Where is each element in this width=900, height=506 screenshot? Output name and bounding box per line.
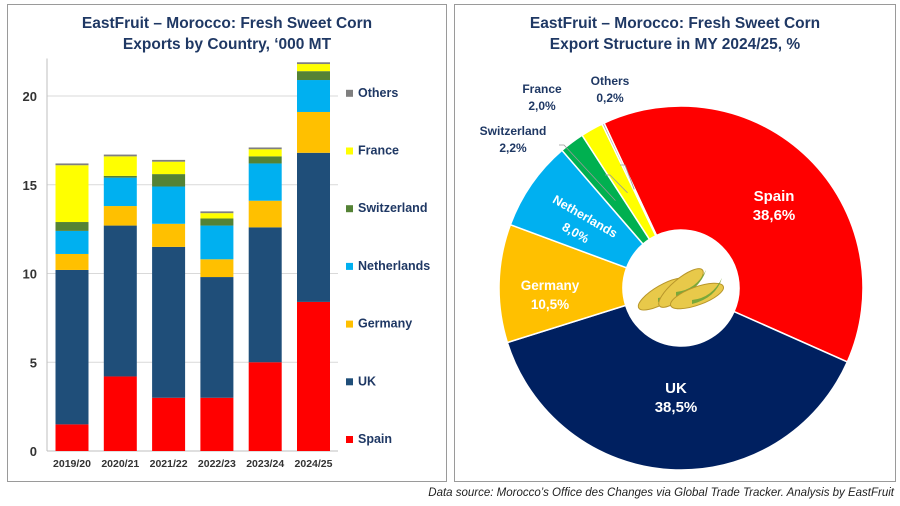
bar-segment-germany xyxy=(152,223,186,247)
bar-segment-spain xyxy=(248,362,282,451)
legend-swatch xyxy=(346,378,353,386)
bar-segment-netherlands xyxy=(248,163,282,201)
slice-label-name: Switzerland xyxy=(480,124,547,138)
slice-label-value: 0,2% xyxy=(596,91,624,105)
corn-image xyxy=(637,268,724,311)
bar-segment-germany xyxy=(200,259,234,278)
slice-label-value: 38,6% xyxy=(753,207,796,224)
bar-segment-others xyxy=(248,147,282,150)
y-tick-label: 15 xyxy=(23,178,37,193)
bar-segment-switzerland xyxy=(200,218,234,226)
legend-swatch xyxy=(346,147,353,155)
bar-segment-germany xyxy=(248,200,282,228)
y-tick-label: 5 xyxy=(30,355,37,370)
legend-label: Others xyxy=(358,86,398,100)
bar-segment-netherlands xyxy=(297,80,330,112)
slice-label-name: Germany xyxy=(521,278,580,293)
pie-title-line2: Export Structure in MY 2024/25, % xyxy=(549,36,801,53)
bar-segment-spain xyxy=(200,397,234,451)
x-tick-label: 2024/25 xyxy=(295,458,333,470)
legend-label: Germany xyxy=(358,317,412,331)
bar-chart-panel: EastFruit – Morocco: Fresh Sweet Corn Ex… xyxy=(7,4,447,482)
leader-line xyxy=(605,174,628,194)
y-tick-label: 20 xyxy=(23,89,37,104)
legend-label: France xyxy=(358,144,399,158)
bar-segment-france xyxy=(103,156,137,176)
legend-swatch xyxy=(346,262,353,270)
slice-label-value: 38,5% xyxy=(655,399,698,416)
bar-segment-uk xyxy=(200,277,234,398)
bar-segment-germany xyxy=(55,253,89,270)
slice-label-value: 2,0% xyxy=(528,99,556,113)
x-tick-label: 2020/21 xyxy=(101,458,139,470)
bar-segment-uk xyxy=(103,225,137,377)
legend-swatch xyxy=(346,320,353,328)
x-tick-label: 2019/20 xyxy=(53,458,91,470)
pie-chart: Spain38,6%UK38,5%Germany10,5%Netherlands… xyxy=(480,74,864,471)
bar-segment-france xyxy=(248,149,282,157)
data-source-footer: Data source: Morocco’s Office des Change… xyxy=(428,487,894,499)
x-tick-label: 2023/24 xyxy=(246,458,284,470)
slice-label-value: 2,2% xyxy=(499,141,527,155)
bar-segment-switzerland xyxy=(152,174,186,187)
legend-label: Spain xyxy=(358,432,392,446)
x-tick-label: 2022/23 xyxy=(198,458,236,470)
bar-segment-switzerland xyxy=(55,222,89,231)
bar-segment-uk xyxy=(55,269,89,425)
corn-husk xyxy=(676,270,706,296)
bar-segment-uk xyxy=(297,152,330,302)
legend-label: Netherlands xyxy=(358,259,430,273)
bar-segment-others xyxy=(103,154,137,157)
bar-segment-netherlands xyxy=(200,225,234,260)
bar-segment-netherlands xyxy=(152,186,186,224)
bar-segment-others xyxy=(200,211,234,214)
pie-chart-panel: EastFruit – Morocco: Fresh Sweet Corn Ex… xyxy=(454,4,896,482)
x-tick-label: 2021/22 xyxy=(150,458,188,470)
pie-title-line1: EastFruit – Morocco: Fresh Sweet Corn xyxy=(529,15,821,32)
legend-swatch xyxy=(346,205,353,213)
bar-segment-uk xyxy=(152,246,186,398)
bar-segment-spain xyxy=(103,376,137,451)
bar-chart: 0 5 10 15 20 2019/20 2020/21 2021/22 2022/23 2023… xyxy=(23,58,430,470)
bar-segment-others xyxy=(297,62,330,65)
bar-segment-germany xyxy=(297,111,330,153)
bar-segment-switzerland xyxy=(103,175,137,178)
bar-segment-others xyxy=(152,159,186,162)
bar-segment-others xyxy=(55,163,89,166)
pie-slice-others xyxy=(601,122,658,237)
slice-label-name: Spain xyxy=(754,188,795,205)
slice-label-name: France xyxy=(522,82,562,96)
slice-label-name: UK xyxy=(665,380,687,397)
bar-segment-france xyxy=(152,161,186,175)
bar-segment-switzerland xyxy=(248,156,282,164)
leader-line xyxy=(559,144,616,201)
slice-label-name: Others xyxy=(591,74,630,88)
bar-segment-uk xyxy=(248,227,282,363)
legend-swatch xyxy=(346,436,353,443)
corn-husk xyxy=(692,278,722,304)
legend-label: Switzerland xyxy=(358,201,427,215)
y-tick-label: 0 xyxy=(30,444,37,459)
slice-label-value: 10,5% xyxy=(531,297,569,312)
y-tick-label: 10 xyxy=(23,267,37,282)
bar-segment-france xyxy=(297,64,330,72)
bar-title-line1: EastFruit – Morocco: Fresh Sweet Corn xyxy=(81,15,373,32)
bar-segment-france xyxy=(55,165,89,223)
bar-title-line2: Exports by Country, ‘000 MT xyxy=(122,36,332,53)
bar-segment-spain xyxy=(55,424,89,451)
bar-segment-switzerland xyxy=(297,71,330,81)
bar-segment-spain xyxy=(297,301,330,451)
legend-swatch xyxy=(346,89,353,97)
corn-cob xyxy=(670,282,724,310)
bar-segment-france xyxy=(200,213,234,219)
legend-label: UK xyxy=(358,374,376,388)
leader-line xyxy=(620,164,635,190)
bar-segment-germany xyxy=(103,206,137,226)
bar-segment-spain xyxy=(152,397,186,451)
bar-segment-netherlands xyxy=(55,230,89,254)
bar-segment-netherlands xyxy=(103,177,137,207)
pie-chart-title: EastFruit – Morocco: Fresh Sweet Corn Ex… xyxy=(455,13,895,55)
bar-chart-title: EastFruit – Morocco: Fresh Sweet Corn Ex… xyxy=(8,13,446,55)
